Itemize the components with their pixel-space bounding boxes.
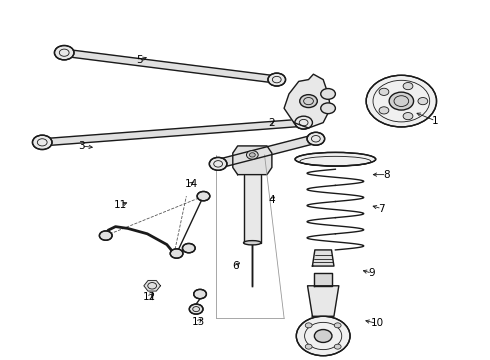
Circle shape: [99, 231, 112, 240]
Polygon shape: [233, 146, 272, 175]
Text: 12: 12: [143, 292, 156, 302]
Circle shape: [307, 132, 325, 145]
Text: 11: 11: [114, 200, 127, 210]
Circle shape: [334, 344, 341, 349]
Circle shape: [379, 107, 389, 114]
Polygon shape: [308, 286, 339, 316]
Circle shape: [249, 153, 255, 157]
Circle shape: [170, 249, 183, 258]
Circle shape: [295, 116, 313, 129]
Text: 6: 6: [232, 261, 239, 271]
Circle shape: [418, 98, 428, 105]
Ellipse shape: [295, 152, 376, 166]
Text: 1: 1: [432, 116, 439, 126]
Circle shape: [321, 103, 335, 114]
Circle shape: [389, 92, 414, 110]
Text: 2: 2: [269, 118, 275, 128]
Polygon shape: [244, 175, 261, 243]
Polygon shape: [42, 119, 304, 146]
Polygon shape: [315, 273, 332, 286]
Text: 9: 9: [369, 268, 375, 278]
Polygon shape: [313, 250, 334, 266]
Text: 10: 10: [370, 319, 384, 328]
Circle shape: [379, 88, 389, 95]
Polygon shape: [63, 49, 278, 83]
Polygon shape: [284, 74, 331, 128]
Circle shape: [334, 323, 341, 328]
Circle shape: [246, 150, 258, 159]
Text: 8: 8: [383, 170, 390, 180]
Text: 4: 4: [269, 195, 275, 205]
Polygon shape: [216, 135, 318, 168]
Text: 3: 3: [78, 141, 85, 151]
Circle shape: [403, 113, 413, 120]
Circle shape: [209, 157, 227, 170]
Circle shape: [366, 75, 437, 127]
Circle shape: [268, 73, 286, 86]
Circle shape: [32, 135, 52, 149]
Circle shape: [305, 344, 312, 349]
Circle shape: [321, 89, 335, 99]
Ellipse shape: [244, 240, 261, 245]
Polygon shape: [144, 280, 160, 291]
Text: 14: 14: [185, 179, 198, 189]
Circle shape: [54, 45, 74, 60]
Text: 7: 7: [378, 204, 385, 214]
Circle shape: [194, 289, 206, 299]
Circle shape: [403, 82, 413, 90]
Circle shape: [305, 323, 312, 328]
Circle shape: [300, 95, 318, 108]
Circle shape: [182, 243, 195, 253]
Text: 13: 13: [192, 317, 205, 327]
Circle shape: [189, 304, 203, 314]
Text: 5: 5: [137, 55, 143, 65]
Circle shape: [315, 329, 332, 342]
Circle shape: [197, 192, 210, 201]
Circle shape: [296, 316, 350, 356]
